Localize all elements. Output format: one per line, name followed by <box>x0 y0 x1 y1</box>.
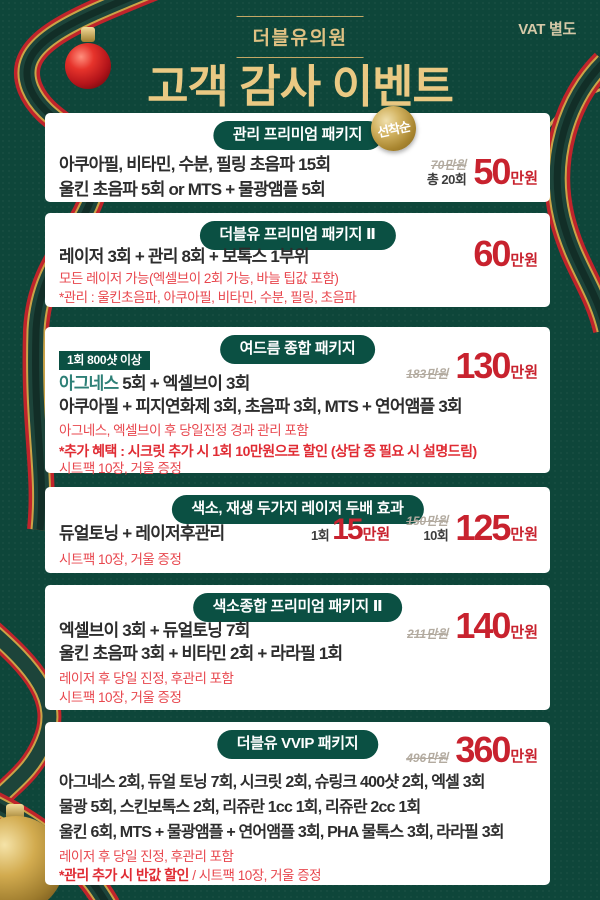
price-value: 60 <box>473 233 511 274</box>
price-unit: 만원 <box>510 170 538 187</box>
price-block: 496만원 360 만원 <box>406 729 538 770</box>
price-value: 140 <box>455 605 511 646</box>
package-note: *관리 추가 시 반값 할인 / 시트팩 10장, 거울 증정 <box>59 867 322 883</box>
package-line: 울킨 6회, MTS + 물광앰플 + 연어앰플 3회, PHA 물톡스 3회,… <box>59 824 505 841</box>
package-card-pigment-premium-2: 색소종합 프리미엄 패키지 Ⅱ 엑셀브이 3회 + 듀얼토닝 7회 울킨 초음파… <box>45 585 550 710</box>
price-unit: 만원 <box>510 364 538 381</box>
session-count: 10회 <box>423 528 449 543</box>
package-badge: 색소종합 프리미엄 패키지 Ⅱ <box>192 593 403 622</box>
old-price: 496만원 <box>406 751 449 765</box>
old-price: 211만원 <box>407 627 449 641</box>
price-unit: 만원 <box>362 526 391 543</box>
price-block: 70만원 총 20회 50 만원 <box>426 151 538 192</box>
price-block: 60 만원 <box>473 233 538 274</box>
package-note: *관리 : 울킨초음파, 아쿠아필, 비타민, 수분, 필링, 초음파 <box>59 290 357 305</box>
package-line: 엑셀브이 3회 + 듀얼토닝 7회 <box>59 621 250 640</box>
package-line: 아그네스 2회, 듀얼 토닝 7회, 시크릿 2회, 슈링크 400샷 2회, … <box>59 774 486 791</box>
price-unit: 만원 <box>510 526 538 543</box>
old-price: 183만원 <box>406 367 449 381</box>
package-badge: 여드름 종합 패키지 <box>219 335 376 364</box>
package-badge: 더블유 프리미엄 패키지 Ⅱ <box>199 221 396 250</box>
package-line: 레이저 3회 + 관리 8회 + 보톡스 1부위 <box>59 247 310 266</box>
package-line: 울킨 초음파 3회 + 비타민 2회 + 라라필 1회 <box>59 644 343 663</box>
price-value: 130 <box>455 345 511 386</box>
shot-count-tag: 1회 800샷 이상 <box>59 351 150 370</box>
price-value: 360 <box>455 729 511 770</box>
package-card-laser-double: 색소, 재생 두가지 레이저 두배 효과 듀얼토닝 + 레이저후관리 시트팩 1… <box>45 487 550 573</box>
package-note: 시트팩 10장, 거울 증정 <box>59 461 182 476</box>
package-note-bold: *추가 혜택 : 시크릿 추가 시 1회 10만원으로 할인 (상담 중 필요 … <box>59 443 477 459</box>
package-line: 물광 5회, 스킨보톡스 2회, 리쥬란 1cc 1회, 리쥬란 2cc 1회 <box>59 799 421 816</box>
package-badge: 색소, 재생 두가지 레이저 두배 효과 <box>171 495 424 524</box>
package-note: 모든 레이저 가능(엑셀브이 2회 가능, 바늘 팁값 포함) <box>59 271 339 286</box>
old-price: 70만원 <box>430 158 467 172</box>
price-value: 125 <box>455 507 511 548</box>
page-title: 고객 감사 이벤트 <box>147 61 454 112</box>
clinic-name-badge: 더블유의원 <box>236 16 364 58</box>
package-line: 아쿠아필 + 피지연화제 3회, 초음파 3회, MTS + 연어앰플 3회 <box>59 397 463 416</box>
session-count: 총 20회 <box>426 172 467 187</box>
highlight-term: 아그네스 <box>59 374 119 393</box>
package-card-care-premium: 관리 프리미엄 패키지 선착순 아쿠아필, 비타민, 수분, 필링 초음파 15… <box>45 101 550 202</box>
price-unit: 만원 <box>510 252 538 269</box>
session-count: 1회 <box>311 528 330 543</box>
vat-note: VAT 별도 <box>518 21 576 38</box>
package-note: 아그네스, 엑셀브이 후 당일진정 경과 관리 포함 <box>59 423 309 438</box>
package-badge: 관리 프리미엄 패키지 <box>212 121 383 150</box>
package-badge: 더블유 VVIP 패키지 <box>216 730 379 759</box>
package-card-w-premium-2: 더블유 프리미엄 패키지 Ⅱ 레이저 3회 + 관리 8회 + 보톡스 1부위 … <box>45 213 550 307</box>
price-unit: 만원 <box>510 624 538 641</box>
old-price: 150만원 <box>406 514 449 528</box>
price-block: 211만원 140 만원 <box>407 605 538 646</box>
package-card-vvip: 더블유 VVIP 패키지 아그네스 2회, 듀얼 토닝 7회, 시크릿 2회, … <box>45 722 550 885</box>
price-value: 50 <box>473 151 511 192</box>
price-value: 15 <box>332 513 363 546</box>
package-note: 시트팩 10장, 거울 증정 <box>59 690 182 705</box>
price-block: 1회 15 만원 150만원 10회 125 만원 <box>311 507 538 548</box>
package-card-acne: 여드름 종합 패키지 1회 800샷 이상 아그네스 5회 + 엑셀브이 3회 … <box>45 327 550 476</box>
price-unit: 만원 <box>510 748 538 765</box>
package-note: 레이저 후 당일 진정, 후관리 포함 <box>59 671 234 686</box>
package-note: 시트팩 10장, 거울 증정 <box>59 552 182 567</box>
package-note-bold: *관리 추가 시 반값 할인 <box>59 867 189 883</box>
package-note: 레이저 후 당일 진정, 후관리 포함 <box>59 849 234 864</box>
price-block: 183만원 130 만원 <box>406 345 538 386</box>
